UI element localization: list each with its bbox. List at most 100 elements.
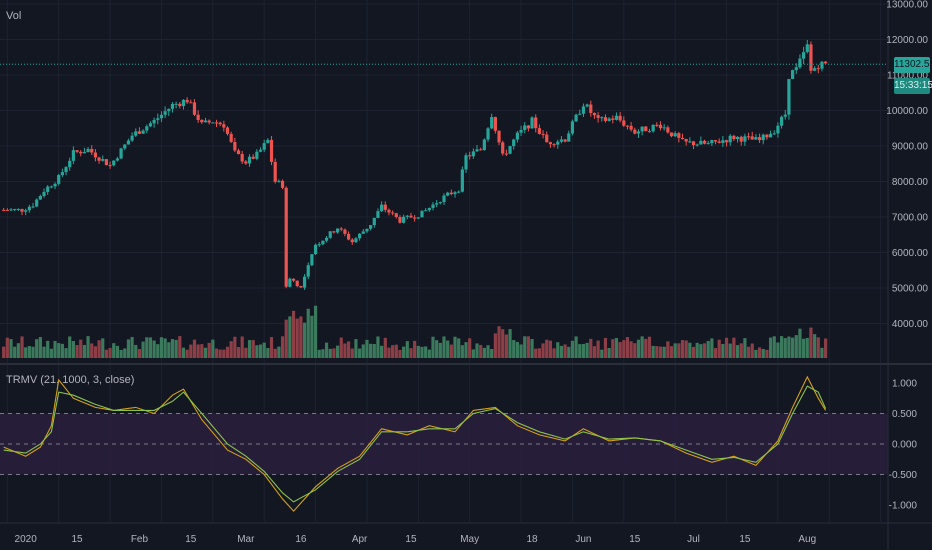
volume-bar — [662, 346, 666, 358]
volume-bar — [60, 343, 64, 358]
volume-bar — [559, 345, 564, 358]
candle-body — [592, 112, 597, 116]
candle-body — [504, 153, 508, 155]
volume-bar — [16, 343, 20, 358]
volume-bar — [361, 344, 365, 358]
x-tick-label: Aug — [798, 534, 816, 545]
y-tick-label: 7000.00 — [892, 213, 929, 224]
candle-body — [251, 156, 255, 159]
volume-bar — [699, 344, 703, 358]
candle-body — [497, 130, 501, 143]
candle-body — [640, 126, 644, 132]
volume-bar — [809, 327, 813, 358]
candle-body — [280, 180, 285, 188]
volume-bar — [526, 336, 530, 358]
volume-bar — [622, 340, 626, 358]
candle-body — [776, 125, 780, 134]
y-tick-label: 8000.00 — [892, 177, 929, 188]
volume-bar — [405, 341, 409, 358]
volume-bar — [530, 338, 534, 358]
candle-body — [508, 146, 512, 154]
volume-bar — [497, 326, 501, 358]
volume-bar — [724, 337, 729, 358]
candle-body — [93, 152, 98, 158]
volume-bar — [567, 346, 571, 358]
volume-bar — [346, 341, 351, 358]
candle-body — [427, 207, 431, 211]
candle-body — [611, 118, 615, 120]
candle-body — [746, 136, 751, 138]
candle-body — [486, 128, 490, 140]
y-tick-label: 13000.00 — [886, 0, 928, 11]
candle-body — [391, 212, 395, 214]
volume-bar — [211, 339, 215, 358]
volume-bar — [802, 338, 806, 358]
candle-body — [35, 199, 39, 207]
candle-body — [299, 286, 303, 288]
x-tick-label: Mar — [237, 534, 255, 545]
x-tick-label: 15 — [405, 534, 417, 545]
volume-bar — [644, 338, 648, 358]
x-tick-label: Feb — [131, 534, 149, 545]
candle-body — [321, 240, 325, 245]
candle-body — [167, 108, 171, 112]
volume-bar — [603, 337, 608, 358]
volume-bar — [335, 345, 340, 358]
volume-bar — [589, 338, 593, 358]
volume-bar — [750, 343, 754, 358]
candle-body — [790, 70, 795, 80]
volume-bar — [82, 344, 86, 358]
candle-body — [101, 159, 105, 161]
volume-bar — [369, 343, 373, 358]
candle-body — [574, 114, 578, 122]
volume-bar — [658, 346, 663, 358]
candle-body — [60, 172, 64, 176]
indicator-tick-label: 1.000 — [892, 379, 917, 390]
volume-bar — [317, 349, 321, 358]
candle-body — [794, 67, 798, 71]
volume-bar — [112, 343, 116, 358]
candle-body — [644, 126, 648, 132]
candle-body — [163, 111, 167, 115]
volume-bar — [310, 315, 314, 358]
volume-bar — [53, 340, 57, 358]
volume-bar — [123, 348, 127, 358]
candle-body — [464, 155, 468, 170]
x-tick-label: 15 — [185, 534, 197, 545]
volume-bar — [578, 344, 582, 358]
candle-body — [291, 278, 296, 281]
candle-body — [9, 209, 13, 211]
candle-body — [152, 119, 156, 124]
volume-bar — [192, 339, 197, 358]
volume-bar — [508, 329, 512, 358]
volume-bar — [776, 342, 780, 358]
volume-bar — [284, 319, 288, 358]
volume-bar — [159, 337, 164, 358]
volume-bar — [757, 347, 762, 358]
volume-bar — [596, 340, 600, 358]
candle-body — [490, 117, 494, 129]
candle-body — [196, 114, 200, 120]
candle-body — [556, 141, 560, 145]
volume-bar — [655, 346, 659, 358]
volume-bar — [328, 348, 332, 358]
indicator-label[interactable]: TRMV (21, 1000, 3, close) — [6, 374, 135, 386]
candle-body — [651, 124, 655, 132]
candle-body — [372, 217, 376, 226]
volume-bar — [695, 342, 699, 358]
candle-body — [284, 187, 288, 287]
volume-bar — [515, 341, 519, 358]
indicator-tick-label: -0.500 — [889, 470, 918, 481]
candle-body — [713, 140, 718, 142]
volume-bar — [225, 346, 230, 358]
x-tick-label: 15 — [739, 534, 751, 545]
volume-bar — [181, 347, 186, 358]
volume-bar — [57, 343, 61, 358]
volume-bar — [86, 336, 90, 358]
volume-bar — [585, 342, 589, 358]
candle-body — [97, 157, 101, 161]
volume-bar — [170, 339, 175, 358]
volume-bar — [380, 345, 384, 358]
volume-bar — [2, 346, 6, 358]
